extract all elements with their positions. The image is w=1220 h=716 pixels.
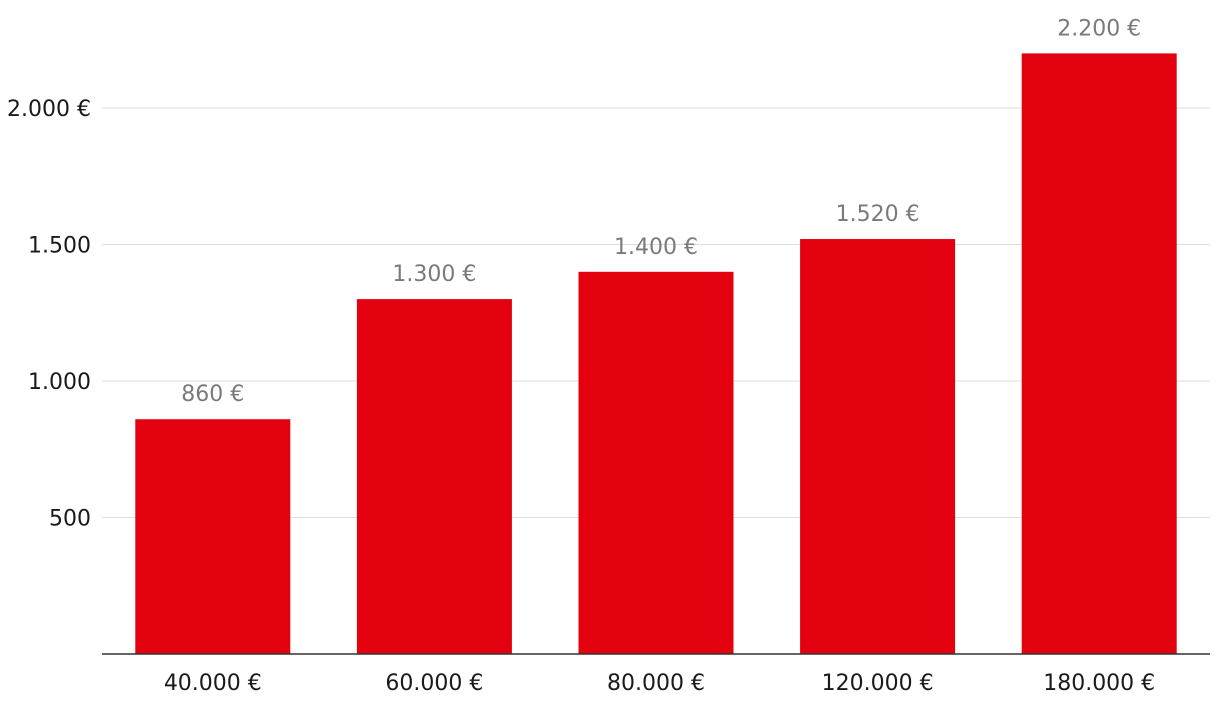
bar-value-label: 1.300 € (392, 262, 476, 287)
bar (1021, 53, 1177, 654)
bar (578, 271, 734, 654)
x-tick-label: 180.000 € (1043, 671, 1155, 696)
bar (356, 299, 512, 654)
y-tick-label: 1.500 (28, 234, 91, 259)
bars (135, 53, 1177, 655)
bar-value-label: 860 € (181, 382, 244, 407)
y-tick-label: 2.000 € (7, 97, 91, 122)
x-tick-label: 40.000 € (164, 671, 262, 696)
x-axis-ticks: 40.000 € 60.000 € 80.000 € 120.000 € 180.000… (164, 671, 1155, 696)
x-tick-label: 80.000 € (607, 671, 705, 696)
bar (800, 239, 956, 655)
bar (135, 419, 291, 654)
y-tick-label: 500 (49, 507, 91, 532)
x-tick-label: 120.000 € (822, 671, 934, 696)
bar-value-label: 2.200 € (1057, 16, 1141, 41)
y-axis-ticks: 500 1.000 1.500 2.000 € (7, 97, 91, 532)
bar-value-label: 1.520 € (836, 202, 920, 227)
x-tick-label: 60.000 € (385, 671, 483, 696)
bar-value-label: 1.400 € (614, 235, 698, 260)
y-tick-label: 1.000 (28, 370, 91, 395)
data-labels: 860 € 1.300 € 1.400 € 1.520 € 2.200 € (181, 16, 1141, 407)
